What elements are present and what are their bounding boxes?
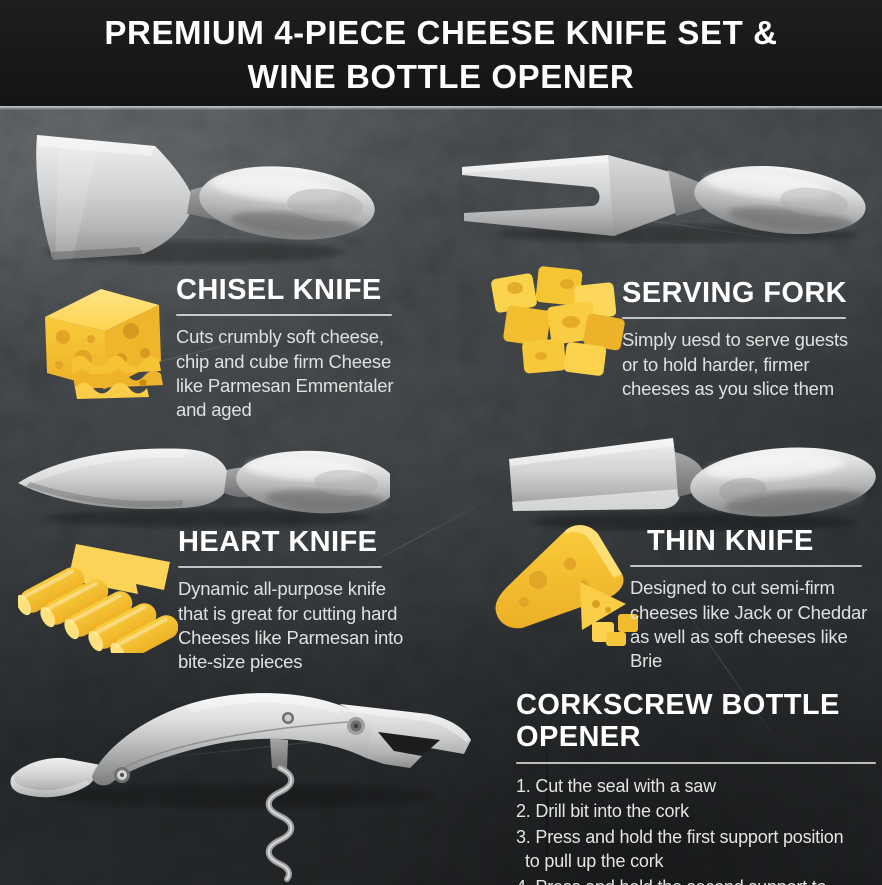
heart-knife-title: HEART KNIFE: [178, 526, 378, 558]
chisel-knife-info: CHISEL KNIFE Cuts crumbly soft cheese, c…: [176, 274, 426, 422]
cheese-rolls-photo: [18, 544, 178, 653]
corkscrew-photo: [10, 693, 471, 882]
corkscrew-step: 1. Cut the seal with a saw: [516, 775, 716, 796]
header-banner: PREMIUM 4-PIECE CHEESE KNIFE SET & WINE …: [0, 0, 882, 106]
serving-fork-title: SERVING FORK: [622, 277, 848, 309]
corkscrew-opener-title: CORKSCREW BOTTLE OPENER: [516, 689, 840, 754]
heart-knife-photo: [18, 448, 390, 527]
heart-knife-info: HEART KNIFE Dynamic all-purpose knife th…: [178, 526, 448, 674]
slate-background: CHISEL KNIFE Cuts crumbly soft cheese, c…: [0, 106, 882, 885]
thin-knife-photo: [509, 438, 876, 531]
serving-fork-description: Simply uesd to serve guests or to hold h…: [622, 329, 848, 399]
corkscrew-steps-list: 1. Cut the seal with a saw 2. Drill bit …: [516, 774, 882, 885]
product-title: PREMIUM 4-PIECE CHEESE KNIFE SET & WINE …: [104, 14, 778, 95]
serving-fork-info: SERVING FORK Simply uesd to serve guests…: [622, 277, 878, 401]
underline-divider: [516, 761, 876, 764]
hinge-pin: [114, 712, 365, 783]
underline-divider: [630, 565, 862, 568]
corkscrew-opener-info: CORKSCREW BOTTLE OPENER 1. Cut the seal …: [516, 689, 882, 885]
slate-crack: [546, 726, 548, 881]
cheese-wedge-photo: [495, 525, 638, 646]
cheese-cube: [491, 266, 625, 376]
chisel-knife-description: Cuts crumbly soft cheese, chip and cube …: [176, 326, 394, 420]
underline-divider: [622, 317, 846, 320]
thin-knife-description: Designed to cut semi-firm cheeses like J…: [630, 577, 868, 671]
cheese-roll: [18, 567, 178, 653]
underline-divider: [176, 314, 392, 317]
serving-fork-photo: [462, 155, 866, 243]
chisel-knife-photo: [36, 135, 375, 263]
emmental-block-photo: [45, 289, 163, 399]
thin-knife-info: THIN KNIFE Designed to cut semi-firm che…: [630, 525, 880, 673]
underline-divider: [178, 566, 382, 569]
thin-knife-title: THIN KNIFE: [647, 525, 814, 557]
corkscrew-step: 4. Press and hold the second support to …: [516, 875, 882, 885]
chisel-knife-title: CHISEL KNIFE: [176, 274, 382, 306]
heart-knife-description: Dynamic all-purpose knife that is great …: [178, 578, 404, 672]
corkscrew-step: 3. Press and hold the first support posi…: [516, 826, 844, 872]
corkscrew-step: 2. Drill bit into the cork: [516, 801, 689, 822]
cheese-cubes-photo: [491, 266, 625, 376]
